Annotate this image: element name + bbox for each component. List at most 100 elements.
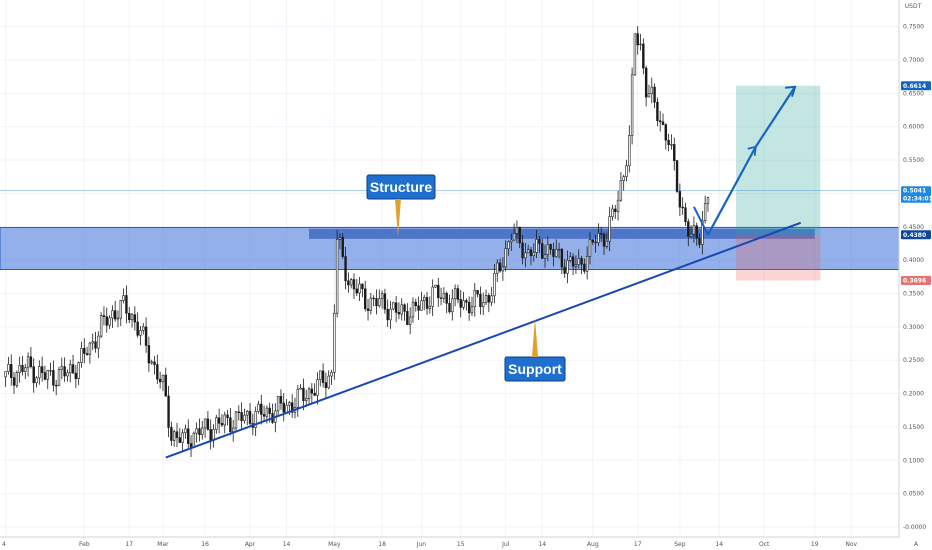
candle-body — [15, 372, 19, 386]
auto-scale-button[interactable]: A — [914, 541, 919, 548]
candle-body — [43, 372, 47, 380]
x-tick-label: Sep — [674, 541, 686, 548]
candle-body — [347, 280, 350, 286]
candle-body — [538, 239, 541, 244]
candle-body — [144, 326, 148, 346]
candle-body — [366, 308, 370, 311]
candle-body — [307, 388, 311, 399]
candle-body — [467, 301, 471, 314]
candle-body — [695, 225, 698, 239]
candle-body — [136, 321, 139, 336]
x-tick-label: Apr — [245, 541, 256, 548]
trend-lines — [165, 85, 802, 459]
x-tick-label: Oct — [759, 541, 770, 548]
annotations: Structure Support — [366, 174, 566, 382]
candle-body — [532, 252, 535, 257]
price-tag-label: 0.6614 — [903, 83, 926, 90]
candle-body — [521, 242, 524, 259]
candle-body — [32, 366, 35, 384]
candle-body — [88, 342, 92, 355]
candle-body — [192, 432, 196, 448]
candle-body — [77, 362, 80, 379]
x-tick-label: Feb — [79, 541, 90, 548]
y-tick-label: 0.2000 — [903, 391, 924, 398]
price-tag — [901, 186, 931, 196]
support-trendline — [165, 221, 802, 459]
price-tag — [901, 275, 931, 285]
candle-body — [94, 341, 97, 349]
candle-body — [130, 314, 134, 321]
candle-body — [150, 361, 153, 364]
candle-body — [515, 227, 519, 234]
candle-body — [338, 237, 342, 240]
candle-body — [125, 295, 128, 314]
candle-body — [394, 302, 398, 313]
candle-body — [285, 404, 288, 413]
candle-body — [195, 428, 198, 434]
candle-body — [69, 364, 72, 374]
candle-body — [552, 249, 555, 257]
candle-body — [411, 301, 415, 318]
structure-callout[interactable]: Structure — [366, 174, 436, 237]
y-tick-label: 0.1000 — [903, 457, 924, 464]
x-tick-label: 4 — [2, 541, 6, 548]
candle-body — [549, 244, 552, 250]
price-tag — [901, 193, 931, 203]
candle-body — [678, 191, 682, 208]
x-tick-label: 14 — [715, 541, 723, 548]
candle-body — [243, 414, 246, 422]
candle-body — [437, 284, 440, 298]
candle-body — [664, 124, 668, 141]
x-tick-label: 16 — [201, 541, 209, 548]
candle-body — [703, 203, 707, 222]
candle-body — [12, 377, 16, 386]
candle-body — [397, 312, 401, 315]
candle-body — [54, 384, 58, 387]
candle-body — [40, 366, 44, 373]
structure-zone — [0, 190, 900, 271]
candle-body — [453, 288, 457, 300]
candle-body — [493, 273, 496, 297]
candle-body — [479, 293, 482, 307]
candle-body — [352, 279, 356, 290]
structure-label: Structure — [370, 179, 432, 195]
candle-body — [524, 252, 527, 259]
candle-body — [372, 297, 375, 300]
candle-body — [605, 240, 609, 247]
candle-body — [597, 233, 600, 244]
candle-body — [392, 302, 395, 310]
position-box — [736, 85, 821, 281]
candle-body — [74, 372, 78, 379]
candle-body — [60, 366, 64, 370]
candle-body — [476, 290, 479, 295]
candle-body — [403, 304, 406, 312]
candle-body — [66, 372, 69, 377]
candle-body — [667, 139, 670, 145]
candle-body — [310, 388, 314, 394]
candle-body — [369, 297, 373, 311]
candle-body — [616, 199, 620, 212]
candle-body — [296, 388, 299, 408]
candle-body — [639, 43, 642, 46]
candle-body — [571, 256, 575, 267]
candle-body — [535, 239, 538, 253]
x-tick-label: 14 — [283, 541, 291, 548]
price-tag — [901, 230, 931, 240]
candle-body — [512, 233, 516, 241]
candle-body — [142, 326, 145, 331]
candle-body — [692, 225, 696, 235]
y-tick-label: 0.4000 — [903, 257, 924, 264]
price-tag-label: 0.3696 — [903, 277, 926, 284]
price-tag-label: 02:34:01 — [903, 195, 932, 202]
candle-body — [580, 258, 583, 265]
x-tick-label: Jul — [501, 541, 510, 548]
candle-body — [560, 248, 564, 268]
y-tick-label: 0.3500 — [903, 291, 924, 298]
candle-body — [543, 254, 547, 259]
candle-body — [201, 427, 204, 436]
support-callout[interactable]: Support — [504, 318, 566, 382]
candle-body — [434, 284, 437, 288]
candle-body — [529, 249, 533, 257]
candle-body — [257, 403, 260, 412]
